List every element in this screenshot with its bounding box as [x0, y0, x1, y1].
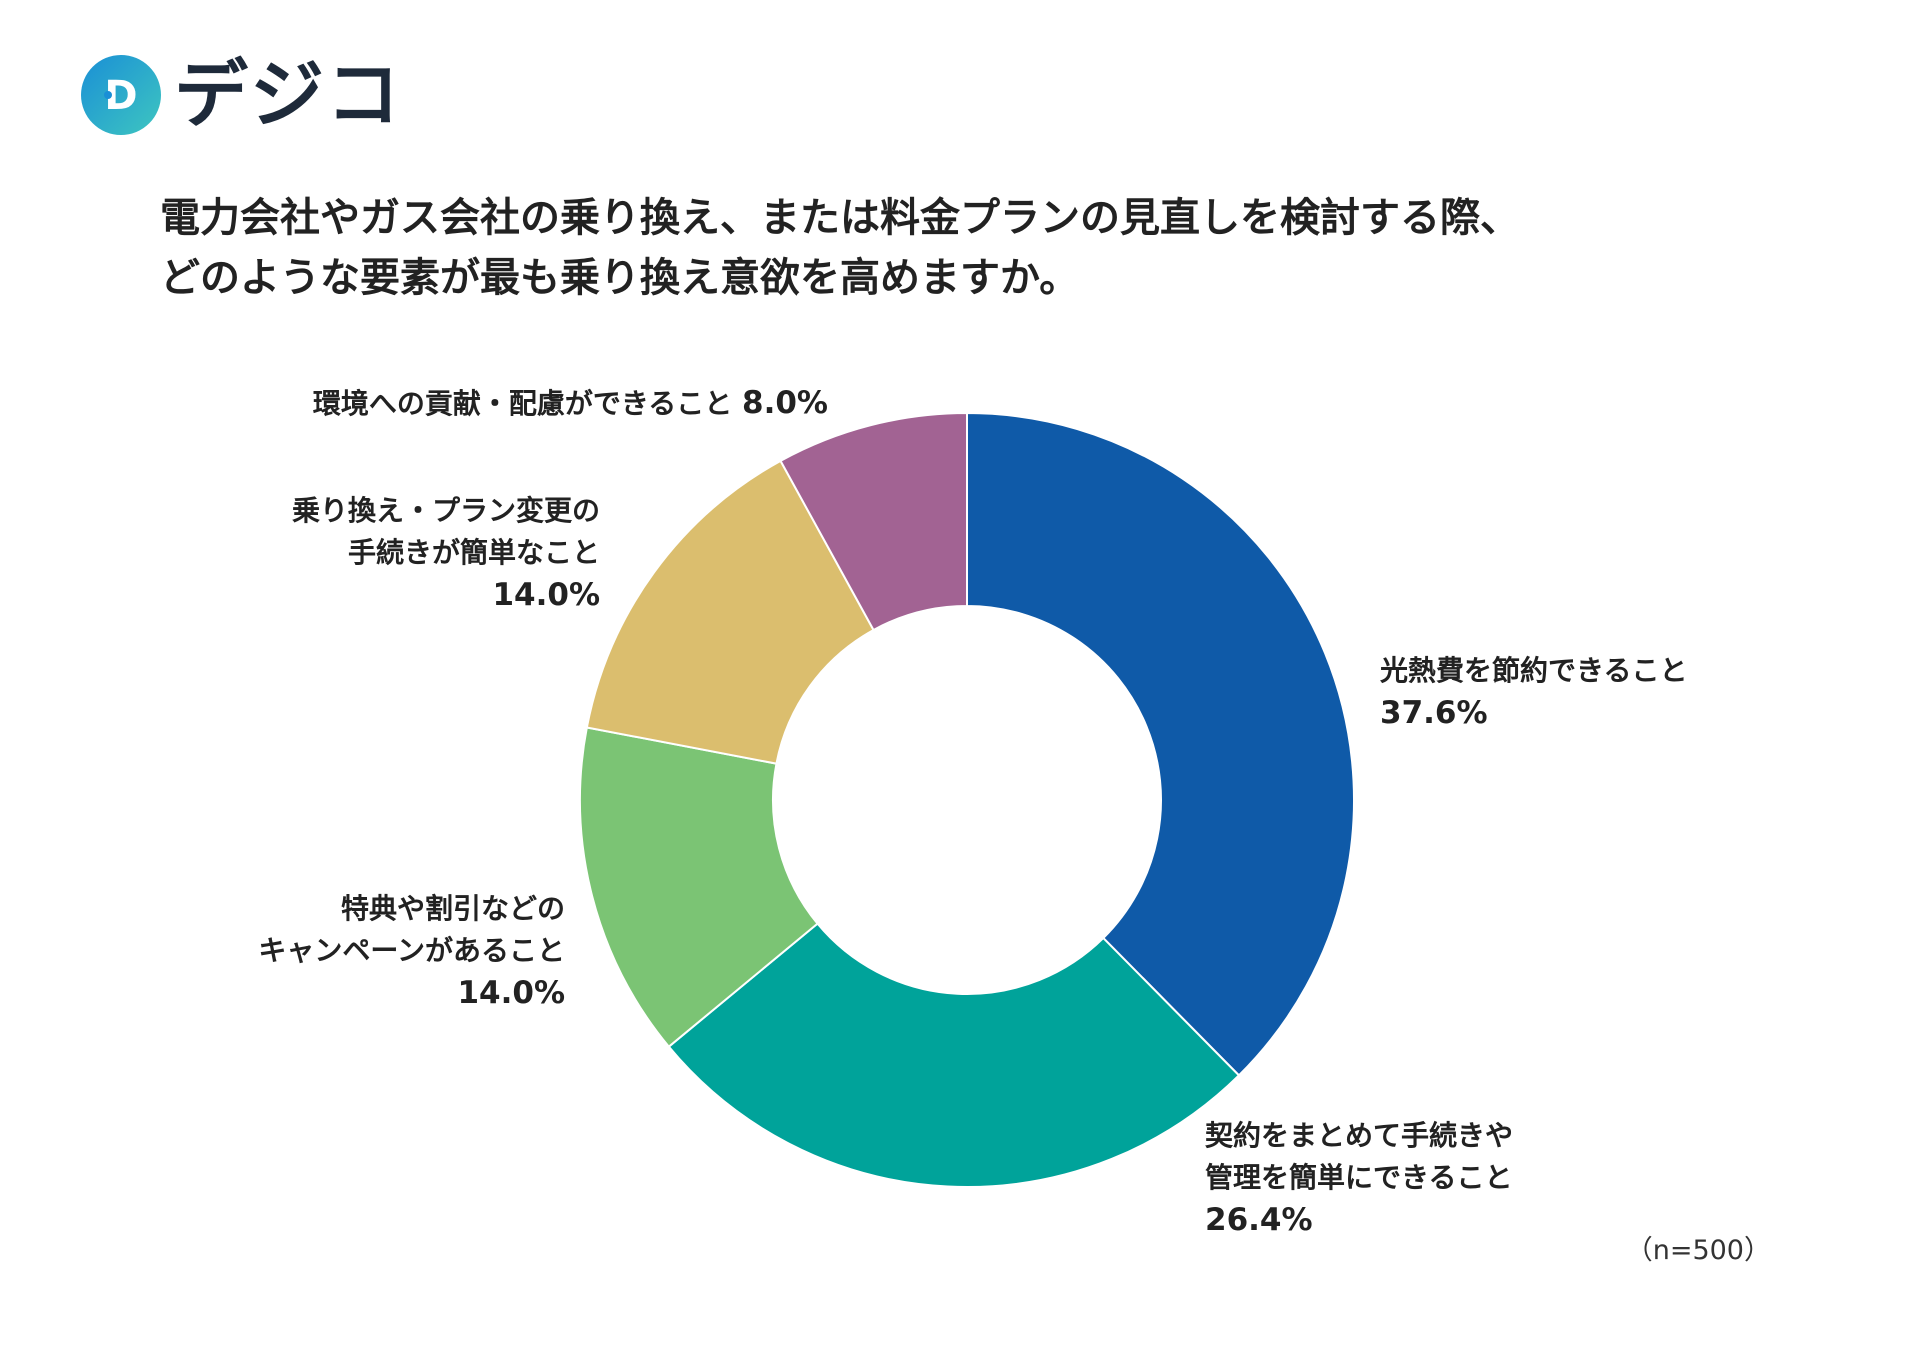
slice-energy-saving [966, 411, 1355, 1077]
brand-name: デジコ [174, 52, 402, 138]
logo-mark-icon: D [81, 55, 161, 135]
label-easy-switch-line-1: 乗り換え・プラン変更の [291, 494, 600, 527]
brand-logo: D デジコ [80, 50, 402, 140]
label-energy-saving-line-1: 光熱費を節約できること [1380, 654, 1688, 687]
label-bundle-contract-value: 26.4% [1205, 1202, 1313, 1238]
label-campaign: 特典や割引などの キャンペーンがあること 14.0% [258, 888, 565, 1014]
title-line-2: どのような要素が最も乗り換え意欲を高めますか。 [160, 255, 1080, 301]
label-easy-switch-line-2: 手続きが簡単なこと [347, 536, 600, 569]
chart-title: 電力会社やガス会社の乗り換え、または料金プランの見直しを検討する際、 どのような… [160, 188, 1760, 308]
label-bundle-contract: 契約をまとめて手続きや 管理を簡単にできること 26.4% [1205, 1115, 1513, 1241]
label-environment-value: 8.0% [742, 385, 828, 421]
title-line-1: 電力会社やガス会社の乗り換え、または料金プランの見直しを検討する際、 [160, 195, 1520, 241]
label-bundle-contract-line-2: 管理を簡単にできること [1205, 1161, 1513, 1194]
label-environment-line-1: 環境への貢献・配慮ができること [312, 387, 733, 420]
label-environment: 環境への貢献・配慮ができること 8.0% [313, 382, 828, 425]
label-bundle-contract-line-1: 契約をまとめて手続きや [1205, 1119, 1514, 1152]
slice-campaign [579, 726, 819, 1049]
label-energy-saving-value: 37.6% [1380, 695, 1488, 731]
label-campaign-value: 14.0% [457, 975, 565, 1011]
slice-environment [779, 411, 968, 632]
label-easy-switch-value: 14.0% [492, 577, 600, 613]
label-easy-switch: 乗り換え・プラン変更の 手続きが簡単なこと 14.0% [292, 490, 600, 616]
label-campaign-line-2: キャンペーンがあること [258, 934, 565, 967]
label-campaign-line-1: 特典や割引などの [340, 892, 565, 925]
label-energy-saving: 光熱費を節約できること 37.6% [1380, 650, 1687, 734]
slice-easy-switch [585, 459, 875, 765]
sample-size-note: （n=500） [1625, 1235, 1771, 1266]
slice-bundle-contract [667, 922, 1241, 1188]
